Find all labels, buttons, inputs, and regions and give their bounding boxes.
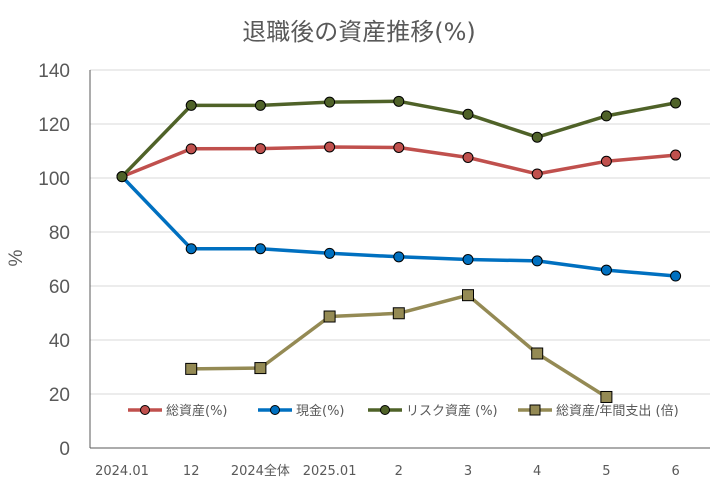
legend-label: 総資産(%) [166,403,228,419]
data-point [323,310,336,323]
legend: 総資産(%) 現金(%) リスク資産 (%) 総資産/年間支出 (倍) [128,403,679,419]
data-point [185,243,197,255]
data-point [185,362,198,375]
data-point [670,270,682,282]
legend-label: リスク資産 (%) [406,403,498,419]
axes: 0 20 40 60 80 100 120 140 2024.01 12 2024全体 2025.01… [38,61,710,479]
data-point [392,307,405,320]
data-point [531,168,543,180]
series-1 [116,141,682,183]
y-tick-label: 60 [49,277,70,298]
x-tick-label: 2 [395,464,403,479]
y-tick-label: 40 [49,331,70,352]
data-point [531,347,544,360]
data-point [254,362,267,375]
series-group [116,95,682,403]
x-tick-label: 2024.01 [95,464,149,479]
x-tick-label: 4 [533,464,541,479]
data-point [670,97,682,109]
data-point [254,243,266,255]
data-point [670,149,682,161]
data-point [324,247,336,259]
y-tick-label: 120 [38,115,70,136]
x-tick-label: 2024全体 [231,463,290,479]
data-point [393,251,405,263]
data-point [324,141,336,153]
y-tick-label: 80 [49,223,70,244]
data-point [531,255,543,267]
data-point [600,155,612,167]
data-point [393,95,405,107]
x-tick-label: 5 [602,464,610,479]
legend-item: 総資産(%) [128,403,228,419]
x-tick-label: 3 [464,464,472,479]
data-point [254,143,266,155]
data-point [324,96,336,108]
data-point [531,131,543,143]
data-point [185,143,197,155]
x-tick-label: 2025.01 [303,464,357,479]
y-tick-label: 0 [59,439,70,460]
legend-marker [140,405,150,415]
y-tick-label: 140 [38,61,70,82]
legend-item: リスク資産 (%) [368,403,498,419]
legend-label: 総資産/年間支出 (倍) [556,403,679,419]
legend-label: 現金(%) [296,403,345,419]
y-tick-label: 100 [38,169,70,190]
x-tick-label: 6 [671,464,679,479]
y-axis-label: % [6,249,27,266]
legend-item: 現金(%) [258,403,345,419]
data-point [393,141,405,153]
chart-title: 退職後の資産推移(%) [242,18,476,46]
data-point [116,171,128,183]
data-point [462,108,474,120]
legend-item: 総資産/年間支出 (倍) [518,403,679,419]
series-3 [116,95,682,183]
data-point [462,151,474,163]
legend-marker [380,405,390,415]
data-point [462,254,474,266]
legend-marker [270,405,280,415]
data-point [600,110,612,122]
series-2 [116,171,682,282]
y-tick-label: 20 [49,385,70,406]
data-point [462,289,474,302]
data-point [185,99,197,111]
data-point [600,390,613,403]
data-point [600,264,612,276]
series-4 [185,289,613,403]
data-point [254,99,266,111]
x-tick-label: 12 [183,464,200,479]
legend-marker [529,404,541,416]
gridlines [90,69,710,395]
